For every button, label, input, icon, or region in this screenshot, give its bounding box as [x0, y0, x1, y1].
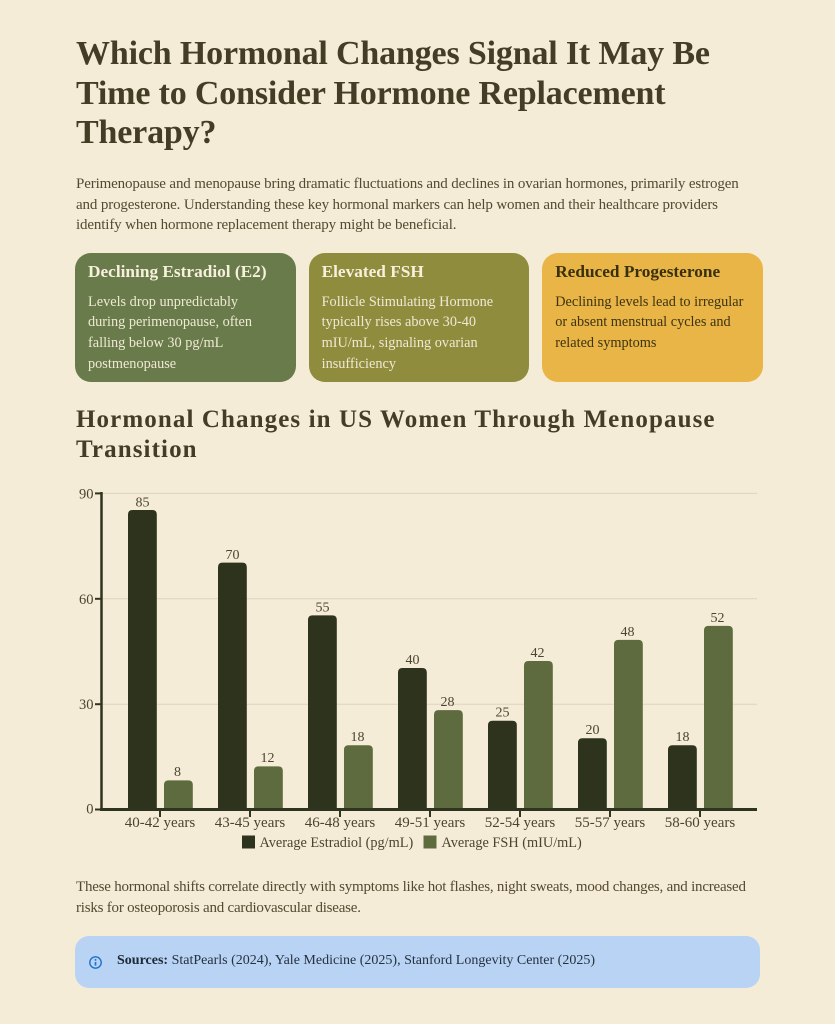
svg-text:52-54 years: 52-54 years	[485, 815, 556, 831]
svg-text:48: 48	[621, 625, 635, 640]
svg-text:Average Estradiol (pg/mL): Average Estradiol (pg/mL)	[260, 835, 414, 851]
svg-text:85: 85	[136, 496, 150, 511]
svg-text:60: 60	[79, 592, 94, 608]
svg-text:20: 20	[586, 723, 600, 738]
svg-text:40: 40	[406, 653, 420, 668]
svg-text:43-45 years: 43-45 years	[215, 815, 286, 831]
svg-text:90: 90	[79, 486, 94, 502]
svg-text:12: 12	[261, 751, 275, 766]
svg-text:8: 8	[174, 765, 181, 780]
svg-text:40-42 years: 40-42 years	[125, 815, 196, 831]
svg-text:42: 42	[531, 646, 545, 661]
svg-text:46-48 years: 46-48 years	[305, 815, 376, 831]
svg-text:55-57 years: 55-57 years	[575, 815, 646, 831]
svg-text:18: 18	[351, 730, 365, 745]
svg-text:25: 25	[496, 706, 510, 721]
svg-text:28: 28	[441, 695, 455, 710]
svg-text:49-51 years: 49-51 years	[395, 815, 466, 831]
svg-text:Average FSH (mIU/mL): Average FSH (mIU/mL)	[442, 835, 583, 851]
svg-text:0: 0	[86, 801, 93, 817]
svg-text:70: 70	[226, 548, 240, 563]
svg-text:58-60 years: 58-60 years	[665, 815, 736, 831]
svg-text:52: 52	[711, 611, 725, 626]
svg-text:30: 30	[79, 697, 94, 713]
svg-text:18: 18	[676, 730, 690, 745]
svg-text:55: 55	[316, 601, 330, 616]
